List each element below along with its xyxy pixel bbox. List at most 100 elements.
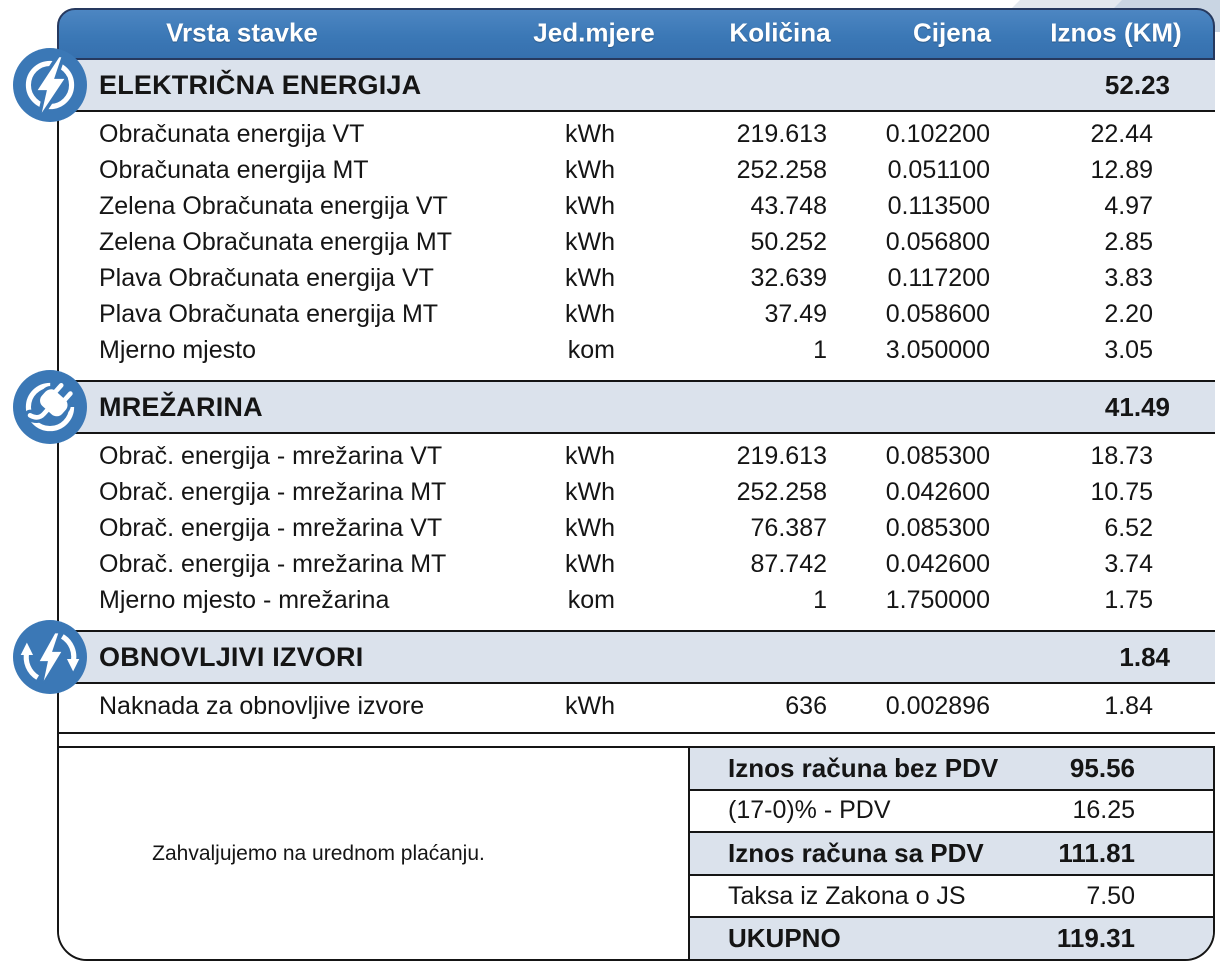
section-title: MREŽARINA <box>99 391 263 422</box>
cell-amount: 18.73 <box>1090 441 1153 470</box>
renewable-energy-icon <box>13 620 87 694</box>
cell-quantity: 636 <box>785 691 827 720</box>
cell-amount: 3.83 <box>1104 263 1153 292</box>
cell-price: 1.750000 <box>885 585 990 614</box>
cell-unit: kWh <box>565 191 615 220</box>
summary-value: 111.81 <box>1058 837 1135 868</box>
cell-quantity: 1 <box>813 335 827 364</box>
summary-label: Taksa iz Zakona o JS <box>728 881 966 910</box>
cell-unit: kWh <box>565 227 615 256</box>
cell-price: 3.050000 <box>885 335 990 364</box>
cell-price: 0.042600 <box>885 549 990 578</box>
cell-price: 0.117200 <box>887 263 990 292</box>
cell-quantity: 50.252 <box>750 227 827 256</box>
section-rows: Obrač. energija - mrežarina VT kWh 219.613… <box>59 434 1215 618</box>
summary-value: 16.25 <box>1072 796 1135 825</box>
cell-amount: 2.20 <box>1104 299 1153 328</box>
cell-quantity: 1 <box>813 585 827 614</box>
cell-price: 0.042600 <box>885 477 990 506</box>
cell-unit: kom <box>567 335 615 364</box>
table-row: Zelena Obračunata energija MT kWh 50.252 0.… <box>59 224 1215 260</box>
cell-unit: kWh <box>565 119 615 148</box>
cell-unit: kWh <box>565 155 615 184</box>
cell-quantity: 252.258 <box>736 477 827 506</box>
section-header: OBNOVLJIVI IZVORI 1.84 <box>13 620 1215 694</box>
table-row: Mjerno mjesto - mrežarina kom 1 1.750000 1.7… <box>59 582 1215 618</box>
cell-amount: 22.44 <box>1090 119 1153 148</box>
cell-quantity: 219.613 <box>736 119 827 148</box>
table-row: Obračunata energija MT kWh 252.258 0.051100… <box>59 152 1215 188</box>
summary-rows: Iznos računa bez PDV 95.56 (17-0)% - PDV 16… <box>690 748 1213 959</box>
summary-row: Taksa iz Zakona o JS 7.50 <box>690 875 1213 919</box>
column-header-unit: Jed.mjere <box>533 17 655 48</box>
cell-price: 0.002896 <box>885 691 990 720</box>
table-row: Obrač. energija - mrežarina VT kWh 76.387 0… <box>59 510 1215 546</box>
table-row: Plava Obračunata energija VT kWh 32.639 0.1… <box>59 260 1215 296</box>
cell-item: Zelena Obračunata energija MT <box>99 227 452 256</box>
section-title: ELEKTRIČNA ENERGIJA <box>99 69 422 100</box>
thanks-message: Zahvaljujemo na urednom plaćanju. <box>152 841 485 865</box>
summary-value: 95.56 <box>1069 752 1135 783</box>
cell-unit: kWh <box>565 441 615 470</box>
summary-label: (17-0)% - PDV <box>728 796 891 825</box>
cell-item: Obračunata energija VT <box>99 119 365 148</box>
section-title: OBNOVLJIVI IZVORI <box>99 641 364 672</box>
cell-price: 0.056800 <box>885 227 990 256</box>
cell-amount: 3.74 <box>1104 549 1153 578</box>
cell-unit: kWh <box>565 549 615 578</box>
cell-item: Plava Obračunata energija VT <box>99 263 434 292</box>
cell-amount: 4.97 <box>1104 191 1153 220</box>
section-total: 52.23 <box>1104 69 1170 100</box>
cell-item: Mjerno mjesto <box>99 335 256 364</box>
grid-network-icon <box>13 370 87 444</box>
cell-unit: kWh <box>565 513 615 542</box>
section-total: 41.49 <box>1104 391 1170 422</box>
table-row: Obrač. energija - mrežarina VT kWh 219.613… <box>59 438 1215 474</box>
cell-price: 0.085300 <box>885 513 990 542</box>
cell-amount: 1.84 <box>1104 691 1153 720</box>
electricity-icon <box>13 48 87 122</box>
summary-label: Iznos računa bez PDV <box>728 752 999 783</box>
summary-row: UKUPNO 119.31 <box>690 918 1213 959</box>
summary-row: (17-0)% - PDV 16.25 <box>690 790 1213 834</box>
section-header: ELEKTRIČNA ENERGIJA 52.23 <box>13 48 1215 122</box>
section-rows: Naknada za obnovljive izvore kWh 636 0.0028… <box>59 684 1215 724</box>
cell-unit: kom <box>567 585 615 614</box>
cell-quantity: 32.639 <box>750 263 827 292</box>
column-header-quantity: Količina <box>729 17 831 48</box>
table-header-row: Vrsta stavke Jed.mjere Količina Cijena I… <box>57 8 1215 60</box>
cell-price: 0.102200 <box>885 119 990 148</box>
cell-quantity: 252.258 <box>736 155 827 184</box>
cell-item: Obrač. energija - mrežarina MT <box>99 549 447 578</box>
cell-item: Obrač. energija - mrežarina VT <box>99 441 443 470</box>
cell-unit: kWh <box>565 263 615 292</box>
cell-amount: 10.75 <box>1090 477 1153 506</box>
table-row: Naknada za obnovljive izvore kWh 636 0.0028… <box>59 688 1215 724</box>
summary-block: Zahvaljujemo na urednom plaćanju. Iznos … <box>57 746 1215 961</box>
cell-quantity: 76.387 <box>750 513 827 542</box>
cell-unit: kWh <box>565 299 615 328</box>
summary-value: 119.31 <box>1056 923 1135 954</box>
cell-amount: 6.52 <box>1104 513 1153 542</box>
cell-price: 0.113500 <box>887 191 990 220</box>
cell-price: 0.058600 <box>885 299 990 328</box>
table-row: Obrač. energija - mrežarina MT kWh 87.742 0… <box>59 546 1215 582</box>
column-header-price: Cijena <box>912 17 992 48</box>
invoice-table: Vrsta stavke Jed.mjere Količina Cijena I… <box>13 8 1215 961</box>
table-body: ELEKTRIČNA ENERGIJA 52.23 Obračunata energ… <box>13 48 1215 746</box>
section-rows: Obračunata energija VT kWh 219.613 0.102200… <box>59 112 1215 368</box>
cell-quantity: 37.49 <box>764 299 827 328</box>
cell-price: 0.085300 <box>885 441 990 470</box>
cell-item: Obrač. energija - mrežarina MT <box>99 477 447 506</box>
cell-item: Naknada za obnovljive izvore <box>99 691 425 720</box>
column-header-amount: Iznos (KM) <box>1050 17 1182 48</box>
cell-item: Obrač. energija - mrežarina VT <box>99 513 443 542</box>
cell-item: Mjerno mjesto - mrežarina <box>99 585 390 614</box>
summary-label: UKUPNO <box>728 923 841 954</box>
table-end-rule <box>59 732 1215 746</box>
cell-price: 0.051100 <box>887 155 990 184</box>
cell-unit: kWh <box>565 691 615 720</box>
cell-amount: 12.89 <box>1090 155 1153 184</box>
cell-item: Obračunata energija MT <box>99 155 369 184</box>
